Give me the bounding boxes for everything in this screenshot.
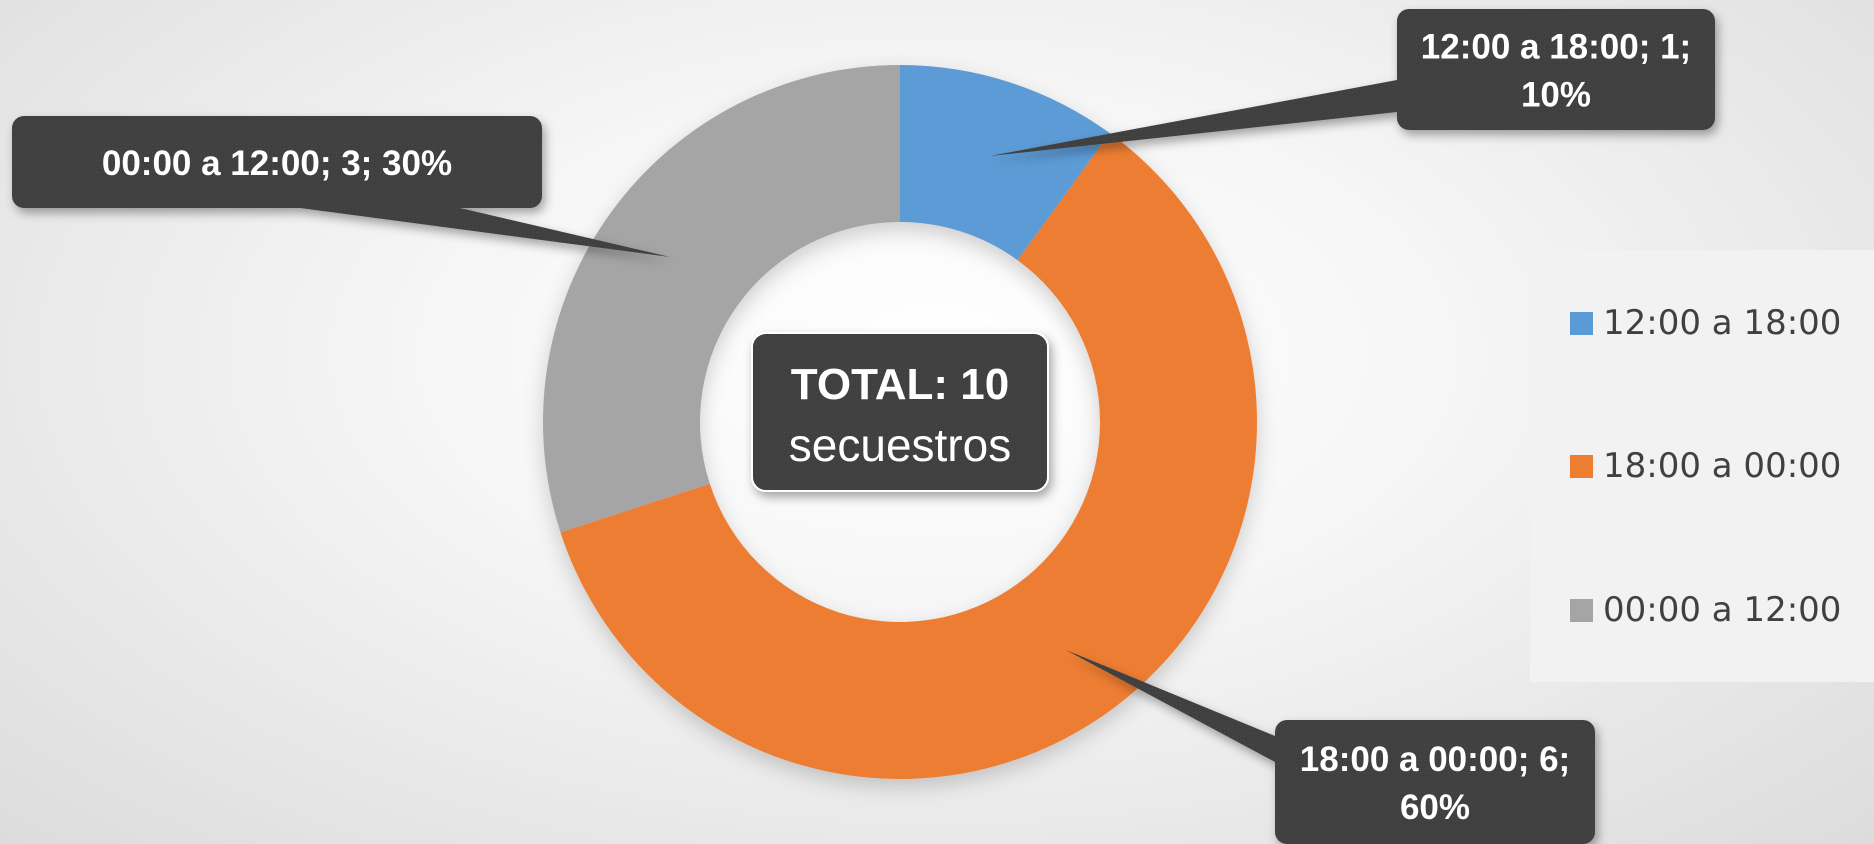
callout-pointer <box>990 80 1397 156</box>
legend-swatch-00-12 <box>1570 598 1593 622</box>
data-label-callout-18-00: 18:00 a 00:00; 6; 60% <box>1066 650 1595 844</box>
data-label-text: 60% <box>1400 788 1470 827</box>
legend-swatch-18-00 <box>1570 454 1593 478</box>
donut-slice-18-00 <box>560 133 1257 780</box>
chart-legend: 12:00 a 18:00 18:00 a 00:00 00:00 a 12:0… <box>1530 250 1874 682</box>
legend-item-18-00: 18:00 a 00:00 <box>1570 446 1841 486</box>
center-unit-text: secuestros <box>789 419 1011 471</box>
callout-box <box>1397 9 1715 130</box>
legend-label-00-12: 00:00 a 12:00 <box>1603 590 1842 630</box>
callout-box <box>12 116 542 208</box>
callout-pointer <box>300 208 670 257</box>
data-label-callout-12-18: 12:00 a 18:00; 1; 10% <box>990 9 1715 156</box>
data-label-text: 00:00 a 12:00; 3; 30% <box>102 144 452 183</box>
data-label-text: 12:00 a 18:00; 1; <box>1421 28 1691 67</box>
center-total-label: TOTAL: 10 secuestros <box>751 332 1049 492</box>
legend-label-12-18: 12:00 a 18:00 <box>1603 303 1842 343</box>
data-label-text: 18:00 a 00:00; 6; <box>1300 740 1570 779</box>
donut-slice-00-12 <box>543 65 900 533</box>
legend-swatch-12-18 <box>1570 311 1593 335</box>
data-label-text: 10% <box>1521 76 1591 115</box>
data-label-callout-00-12: 00:00 a 12:00; 3; 30% <box>12 116 670 257</box>
callout-pointer <box>1066 650 1275 762</box>
center-total-text: TOTAL: 10 <box>791 360 1009 409</box>
donut-slice-12-18 <box>900 65 1110 261</box>
legend-label-18-00: 18:00 a 00:00 <box>1603 446 1842 486</box>
legend-item-00-12: 00:00 a 12:00 <box>1570 590 1841 630</box>
callout-box <box>1275 720 1595 844</box>
legend-item-12-18: 12:00 a 18:00 <box>1570 303 1841 343</box>
